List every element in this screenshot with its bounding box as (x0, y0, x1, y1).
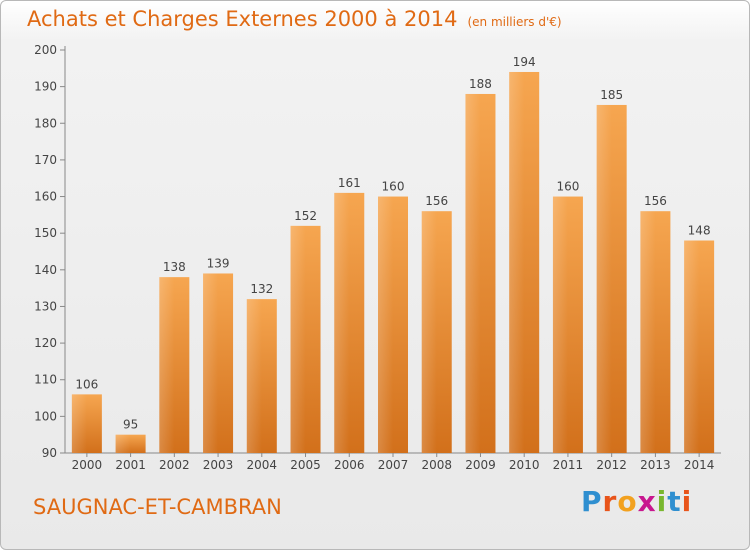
x-tick-label: 2009 (465, 458, 496, 472)
x-tick-label: 2003 (203, 458, 234, 472)
logo-letter: r (602, 485, 618, 518)
value-label: 160 (382, 180, 405, 194)
value-labels: 106 95 138 139 132 152 161 160 156 188 194 160 185 15… (75, 55, 710, 432)
bar-highlight (640, 211, 656, 453)
bar-highlight (115, 434, 131, 453)
bar-highlight (290, 225, 306, 453)
bar-highlight (203, 273, 219, 453)
bar-highlight (378, 196, 393, 453)
proxiti-logo: Proxiti (581, 485, 692, 518)
value-label: 194 (513, 55, 536, 69)
title-text: Achats et Charges Externes 2000 à 2014 (27, 7, 458, 31)
logo-letter: P (581, 485, 603, 518)
value-label: 138 (163, 260, 186, 274)
logo-letter: x (637, 485, 657, 518)
x-tick-label: 2012 (596, 458, 627, 472)
bars (71, 71, 715, 454)
x-tick-label: 2000 (72, 458, 103, 472)
y-tick-label: 200 (34, 43, 57, 57)
x-tick-label: 2001 (115, 458, 146, 472)
bar-highlight (684, 240, 700, 453)
value-label: 152 (294, 209, 317, 223)
y-tick-label: 140 (34, 263, 57, 277)
y-tick-label: 90 (42, 446, 57, 460)
y-tick-label: 150 (34, 226, 57, 240)
chart-title: Achats et Charges Externes 2000 à 2014 (e… (27, 7, 562, 31)
city-name: SAUGNAC-ET-CAMBRAN (33, 495, 282, 519)
bar-highlight (334, 192, 350, 453)
x-tick-label: 2014 (684, 458, 715, 472)
logo-letter: o (617, 485, 638, 518)
logo-letter: t (667, 485, 682, 518)
x-tick-label: 2006 (334, 458, 365, 472)
value-label: 160 (556, 180, 579, 194)
y-tick-label: 130 (34, 299, 57, 313)
x-tick-label: 2008 (421, 458, 452, 472)
x-tick-label: 2007 (378, 458, 409, 472)
x-tick-label: 2010 (509, 458, 540, 472)
bar-highlight (421, 211, 437, 453)
y-tick-label: 170 (34, 153, 57, 167)
x-tick-label: 2013 (640, 458, 671, 472)
axes: 90 100 110 120 130 140 150 160 170 180 190 200 2000 2… (34, 43, 721, 472)
value-label: 139 (207, 256, 230, 270)
bar-highlight (552, 196, 568, 453)
value-label: 188 (469, 77, 492, 91)
x-tick-label: 2002 (159, 458, 190, 472)
y-tick-label: 190 (34, 80, 57, 94)
x-tick-label: 2005 (290, 458, 321, 472)
value-label: 106 (75, 377, 98, 391)
value-label: 132 (250, 282, 273, 296)
value-label: 185 (600, 88, 623, 102)
value-label: 148 (688, 224, 711, 238)
bar-highlight (509, 71, 525, 454)
bar-highlight (71, 394, 87, 453)
value-label: 156 (644, 194, 667, 208)
bar-highlight (159, 277, 175, 453)
logo-letter: i (681, 485, 693, 518)
bar-highlight (246, 299, 262, 453)
x-tick-label: 2004 (247, 458, 278, 472)
unit-label: (en milliers d'€) (467, 15, 562, 29)
y-tick-label: 180 (34, 116, 57, 130)
y-tick-label: 110 (34, 373, 57, 387)
y-tick-label: 100 (34, 409, 57, 423)
y-tick-label: 160 (34, 190, 57, 204)
bar-highlight (465, 93, 481, 454)
logo-letter: i (656, 485, 668, 518)
x-tick-label: 2011 (553, 458, 584, 472)
value-label: 95 (123, 418, 138, 432)
value-label: 161 (338, 176, 361, 190)
y-tick-label: 120 (34, 336, 57, 350)
bar-highlight (596, 104, 612, 454)
value-label: 156 (425, 194, 448, 208)
